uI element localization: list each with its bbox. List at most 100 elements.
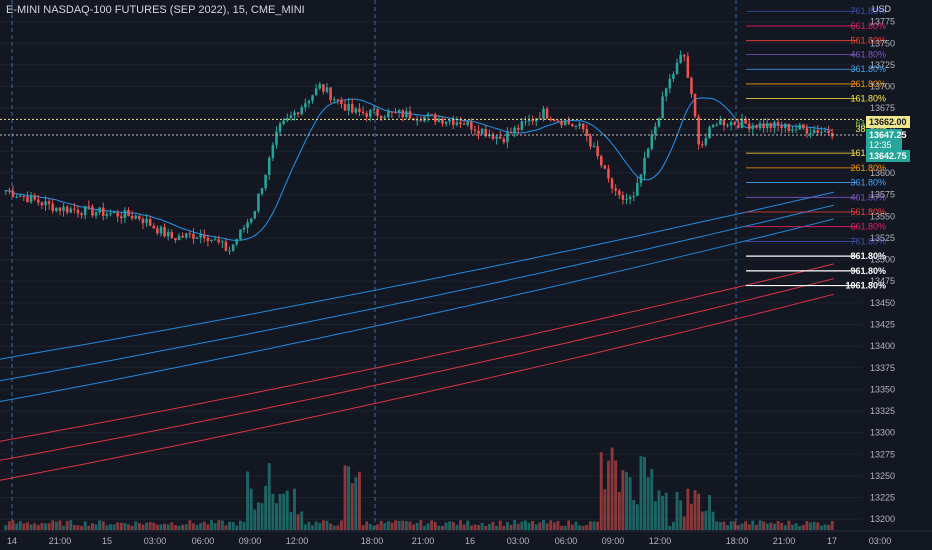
volume-bar [58,520,62,530]
y-tick-label: 13725 [870,60,895,70]
volume-bar [220,520,224,530]
candle-body [22,195,26,197]
x-tick-label: 09:00 [602,536,625,546]
candle-body [239,229,242,240]
candle-body [361,111,365,114]
candle-body [672,74,675,79]
volume-bar [267,463,271,530]
candle-body [614,188,617,191]
volume-bar [643,456,646,530]
volume-bar [54,521,58,530]
volume-bar [480,522,484,530]
volume-bar [754,524,758,530]
volume-bar [376,524,379,530]
volume-bar [635,504,639,530]
fib-lower-label: 361.80% [850,178,886,188]
candle-body [343,104,347,111]
candle-body [217,239,220,243]
volume-bar [715,521,719,530]
y-tick-label: 13400 [870,341,895,351]
y-tick-label: 13550 [870,211,895,221]
volume-bar [477,525,480,530]
candle-body [188,233,192,235]
candle-body [791,129,794,131]
volume-bar [347,466,351,530]
x-tick-label: 03:00 [507,536,530,546]
candle-body [751,125,755,129]
volume-bar [116,522,120,530]
volume-bar [51,520,55,530]
candle-body [827,130,830,133]
volume-bar [383,523,387,530]
candle-body [231,244,235,251]
volume-bar [679,500,683,530]
candle-body [249,218,253,223]
y-tick-label: 13300 [870,428,895,438]
volume-bar [700,511,704,530]
volume-bar [448,521,452,530]
volume-bar [444,522,448,530]
y-tick-label: 13775 [870,17,895,27]
fib-lower-label: 461.80% [850,192,886,202]
volume-bar [556,520,560,530]
volume-bar [36,524,40,530]
volume-bar [462,524,466,530]
candle-body [405,111,408,118]
candle-body [740,118,744,129]
volume-bar [83,521,87,530]
volume-bar [199,523,203,530]
volume-bar [148,521,152,530]
volume-bar [159,524,163,530]
volume-bar [628,477,632,530]
volume-bar [329,523,333,530]
candle-body [69,208,73,213]
candle-body [462,124,466,126]
volume-bar [621,470,625,530]
candle-body [524,121,527,123]
candle-body [80,213,83,216]
volume-bar [516,523,520,530]
volume-bar [390,522,394,530]
candle-body [109,212,112,214]
candle-body [610,178,614,189]
volume-bar [671,521,675,530]
volume-bar [246,471,250,530]
candle-body [267,157,271,175]
volume-bar [747,524,751,530]
volume-bar [318,523,322,530]
candle-body [213,239,217,241]
volume-bar [285,490,289,530]
volume-bar [617,491,621,530]
candle-body [282,120,285,124]
volume-bar [570,524,574,530]
volume-bar [682,516,686,530]
volume-bar [256,502,260,530]
candle-body [127,209,130,216]
candle-body [51,203,54,212]
candle-body [820,131,823,133]
fib-lower-label: 1061.80% [845,281,886,291]
candle-body [744,118,747,124]
y-tick-label: 13750 [870,38,895,48]
volume-bar [119,522,123,530]
candle-body [437,118,441,122]
volume-bar [235,525,239,530]
candle-body [444,121,448,124]
volume-bar [47,523,51,530]
volume-bar [542,520,545,530]
volume-bar [379,520,383,530]
ma-band-line-4 [0,278,835,461]
candle-body [654,126,657,135]
volume-bar [545,523,549,530]
candle-body [18,195,22,197]
volume-bar [469,525,473,530]
volume-bar [40,523,44,530]
volume-bar [94,524,98,530]
candle-body [177,235,181,241]
candle-body [101,207,105,216]
volume-bar [733,521,737,530]
volume-bar [123,523,127,530]
volume-bar [819,525,823,530]
candle-body [722,119,726,126]
